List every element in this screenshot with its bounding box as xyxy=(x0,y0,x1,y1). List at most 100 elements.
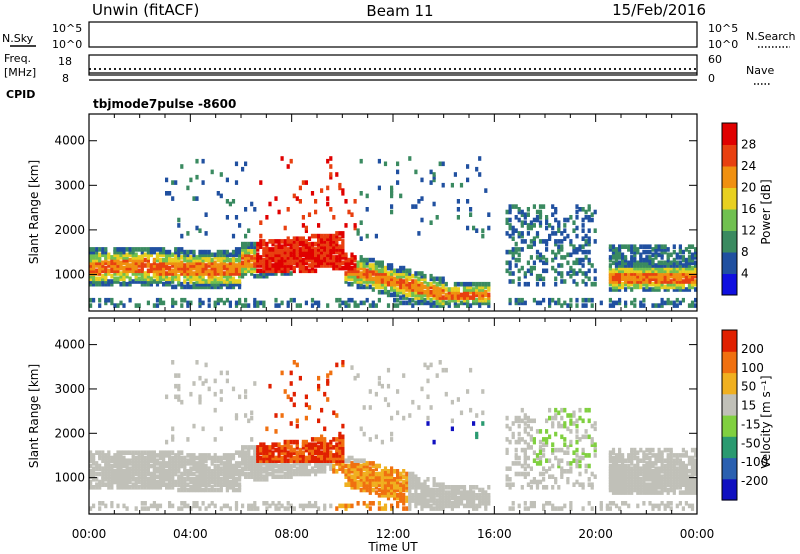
echo-cell xyxy=(140,450,144,455)
echo-cell xyxy=(545,225,549,231)
echo-cell xyxy=(420,493,424,498)
echo-cell xyxy=(259,300,263,306)
echo-cell xyxy=(383,490,388,495)
echo-cell xyxy=(654,503,658,509)
echo-cell xyxy=(101,265,105,271)
echo-cell xyxy=(681,279,685,284)
colorbar-tick-label: -15 xyxy=(741,417,761,431)
echo-cell xyxy=(134,482,138,487)
echo-cell xyxy=(274,461,278,466)
echo-cell xyxy=(557,458,561,463)
echo-cell xyxy=(481,421,485,426)
echo-cell xyxy=(526,231,530,236)
echo-cell xyxy=(545,220,549,225)
echo-cell xyxy=(396,501,400,506)
echo-cell xyxy=(310,447,315,453)
echo-cell xyxy=(557,271,561,276)
echo-cell xyxy=(238,487,242,493)
echo-cell xyxy=(687,477,692,482)
echo-cell xyxy=(238,249,242,255)
echo-cell xyxy=(298,199,302,204)
echo-cell xyxy=(271,271,275,276)
echo-cell xyxy=(672,463,676,469)
echo-cell xyxy=(146,255,150,260)
echo-cell xyxy=(660,303,664,308)
echo-cell xyxy=(639,252,643,258)
echo-cell xyxy=(466,287,470,292)
echo-cell xyxy=(429,362,433,368)
echo-cell xyxy=(104,474,108,479)
echo-cell xyxy=(155,469,160,474)
echo-cell xyxy=(414,279,418,284)
echo-cell xyxy=(174,455,178,461)
echo-cell xyxy=(523,439,527,445)
echo-cell xyxy=(89,469,93,474)
echo-cell xyxy=(314,260,318,266)
echo-cell xyxy=(487,287,491,292)
echo-cell xyxy=(307,252,312,258)
echo-cell xyxy=(621,271,625,276)
echo-cell xyxy=(204,463,208,469)
echo-cell xyxy=(438,498,442,503)
echo-cell xyxy=(371,463,375,469)
echo-cell xyxy=(377,477,381,482)
echo-cell xyxy=(213,279,217,284)
echo-cell xyxy=(678,276,682,282)
echo-cell xyxy=(359,463,363,469)
echo-cell xyxy=(481,295,485,300)
echo-cell xyxy=(402,300,406,306)
echo-cell xyxy=(356,471,360,477)
echo-cell xyxy=(323,506,327,511)
echo-cell xyxy=(332,265,336,271)
echo-cell xyxy=(280,450,284,455)
echo-cell xyxy=(253,257,257,263)
echo-cell xyxy=(642,469,646,474)
echo-cell xyxy=(165,249,169,255)
echo-cell xyxy=(326,458,330,463)
echo-cell xyxy=(277,239,281,244)
echo-cell xyxy=(621,244,625,249)
echo-cell xyxy=(228,257,232,263)
echo-cell xyxy=(554,479,558,485)
echo-cell xyxy=(657,276,661,282)
echo-cell xyxy=(399,477,403,482)
echo-cell xyxy=(335,265,339,271)
echo-cell xyxy=(414,289,418,295)
echo-cell xyxy=(630,471,634,477)
echo-cell xyxy=(563,279,567,284)
echo-cell xyxy=(152,482,156,487)
echo-cell xyxy=(694,466,698,471)
echo-cell xyxy=(505,437,509,442)
echo-cell xyxy=(228,276,232,282)
echo-cell xyxy=(621,257,625,263)
echo-cell xyxy=(98,279,102,284)
echo-cell xyxy=(213,466,217,471)
echo-cell xyxy=(332,244,336,249)
echo-cell xyxy=(280,249,284,255)
echo-cell xyxy=(666,490,670,495)
echo-cell xyxy=(414,498,418,503)
echo-cell xyxy=(286,260,290,266)
echo-cell xyxy=(317,255,321,260)
echo-cell xyxy=(545,257,549,263)
echo-cell xyxy=(566,450,570,455)
echo-cell xyxy=(669,281,673,287)
echo-cell xyxy=(396,482,400,487)
echo-cell xyxy=(317,260,321,266)
echo-cell xyxy=(651,471,655,477)
echo-cell xyxy=(563,442,567,447)
echo-cell xyxy=(690,300,695,306)
echo-cell xyxy=(393,482,397,487)
echo-cell xyxy=(669,263,673,268)
echo-cell xyxy=(563,437,567,442)
echo-cell xyxy=(365,268,369,274)
echo-cell xyxy=(189,268,193,274)
echo-cell xyxy=(618,249,622,255)
echo-cell xyxy=(618,300,622,306)
echo-cell xyxy=(444,300,448,306)
echo-cell xyxy=(566,461,570,466)
echo-cell xyxy=(177,281,181,287)
echo-cell xyxy=(107,263,111,268)
echo-cell xyxy=(420,177,424,183)
echo-cell xyxy=(314,501,318,506)
